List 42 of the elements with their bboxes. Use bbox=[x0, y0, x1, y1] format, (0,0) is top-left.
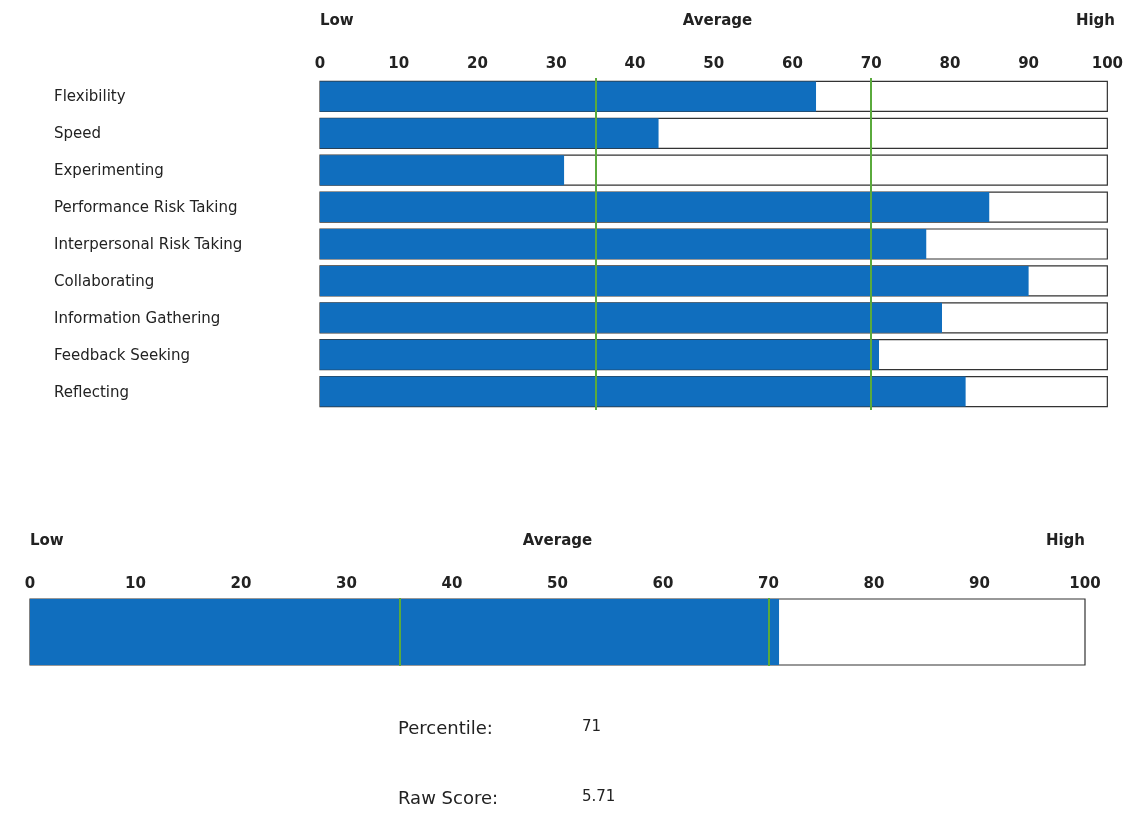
x-tick-label: 0 bbox=[314, 53, 326, 72]
x-tick-label: 80 bbox=[939, 53, 961, 72]
text: High bbox=[1075, 11, 1115, 29]
x-tick-label: 70 bbox=[758, 573, 779, 592]
y-tick-label: Information Gathering bbox=[54, 308, 221, 327]
text: Percentile: bbox=[398, 716, 493, 738]
x-tick-label: 60 bbox=[781, 53, 803, 72]
x-tick-label: 90 bbox=[969, 573, 990, 592]
x-tick-label: 50 bbox=[703, 53, 725, 72]
x-tick-label: 60 bbox=[652, 573, 674, 592]
text: Average bbox=[682, 11, 753, 29]
x-tick-label: 20 bbox=[467, 53, 488, 72]
text: 71 bbox=[582, 716, 602, 735]
x-tick-label: 40 bbox=[624, 53, 646, 72]
x-tick-label: 0 bbox=[24, 573, 36, 592]
y-tick-label: Collaborating bbox=[54, 271, 155, 290]
text: Average bbox=[522, 531, 593, 549]
x-tick-label: 30 bbox=[336, 573, 357, 592]
text: Low bbox=[30, 531, 64, 549]
y-tick-label: Reflecting bbox=[54, 382, 129, 401]
text: 5.71 bbox=[582, 786, 616, 805]
x-tick-label: 100 bbox=[1069, 573, 1101, 592]
text: High bbox=[1045, 531, 1085, 549]
y-tick-label: Performance Risk Taking bbox=[54, 198, 238, 217]
x-tick-label: 70 bbox=[860, 53, 882, 72]
text: Raw Score: bbox=[398, 786, 499, 808]
y-tick-label: Speed bbox=[54, 124, 102, 143]
x-tick-label: 40 bbox=[441, 573, 463, 592]
x-tick-label: 10 bbox=[125, 573, 146, 592]
bar bbox=[320, 155, 565, 186]
x-tick-label: 10 bbox=[388, 53, 410, 72]
y-tick-label: Experimenting bbox=[54, 161, 164, 180]
y-tick-label: Interpersonal Risk Taking bbox=[54, 235, 243, 253]
x-tick-label: 80 bbox=[863, 573, 885, 592]
x-tick-label: 90 bbox=[1018, 53, 1040, 72]
y-tick-label: Feedback Seeking bbox=[54, 345, 191, 364]
x-tick-label: 30 bbox=[545, 53, 567, 72]
y-tick-label: Flexibility bbox=[54, 87, 126, 106]
text: Low bbox=[320, 11, 354, 29]
x-tick-label: 100 bbox=[1091, 53, 1123, 72]
x-tick-label: 50 bbox=[547, 573, 568, 592]
x-tick-label: 20 bbox=[230, 573, 252, 592]
